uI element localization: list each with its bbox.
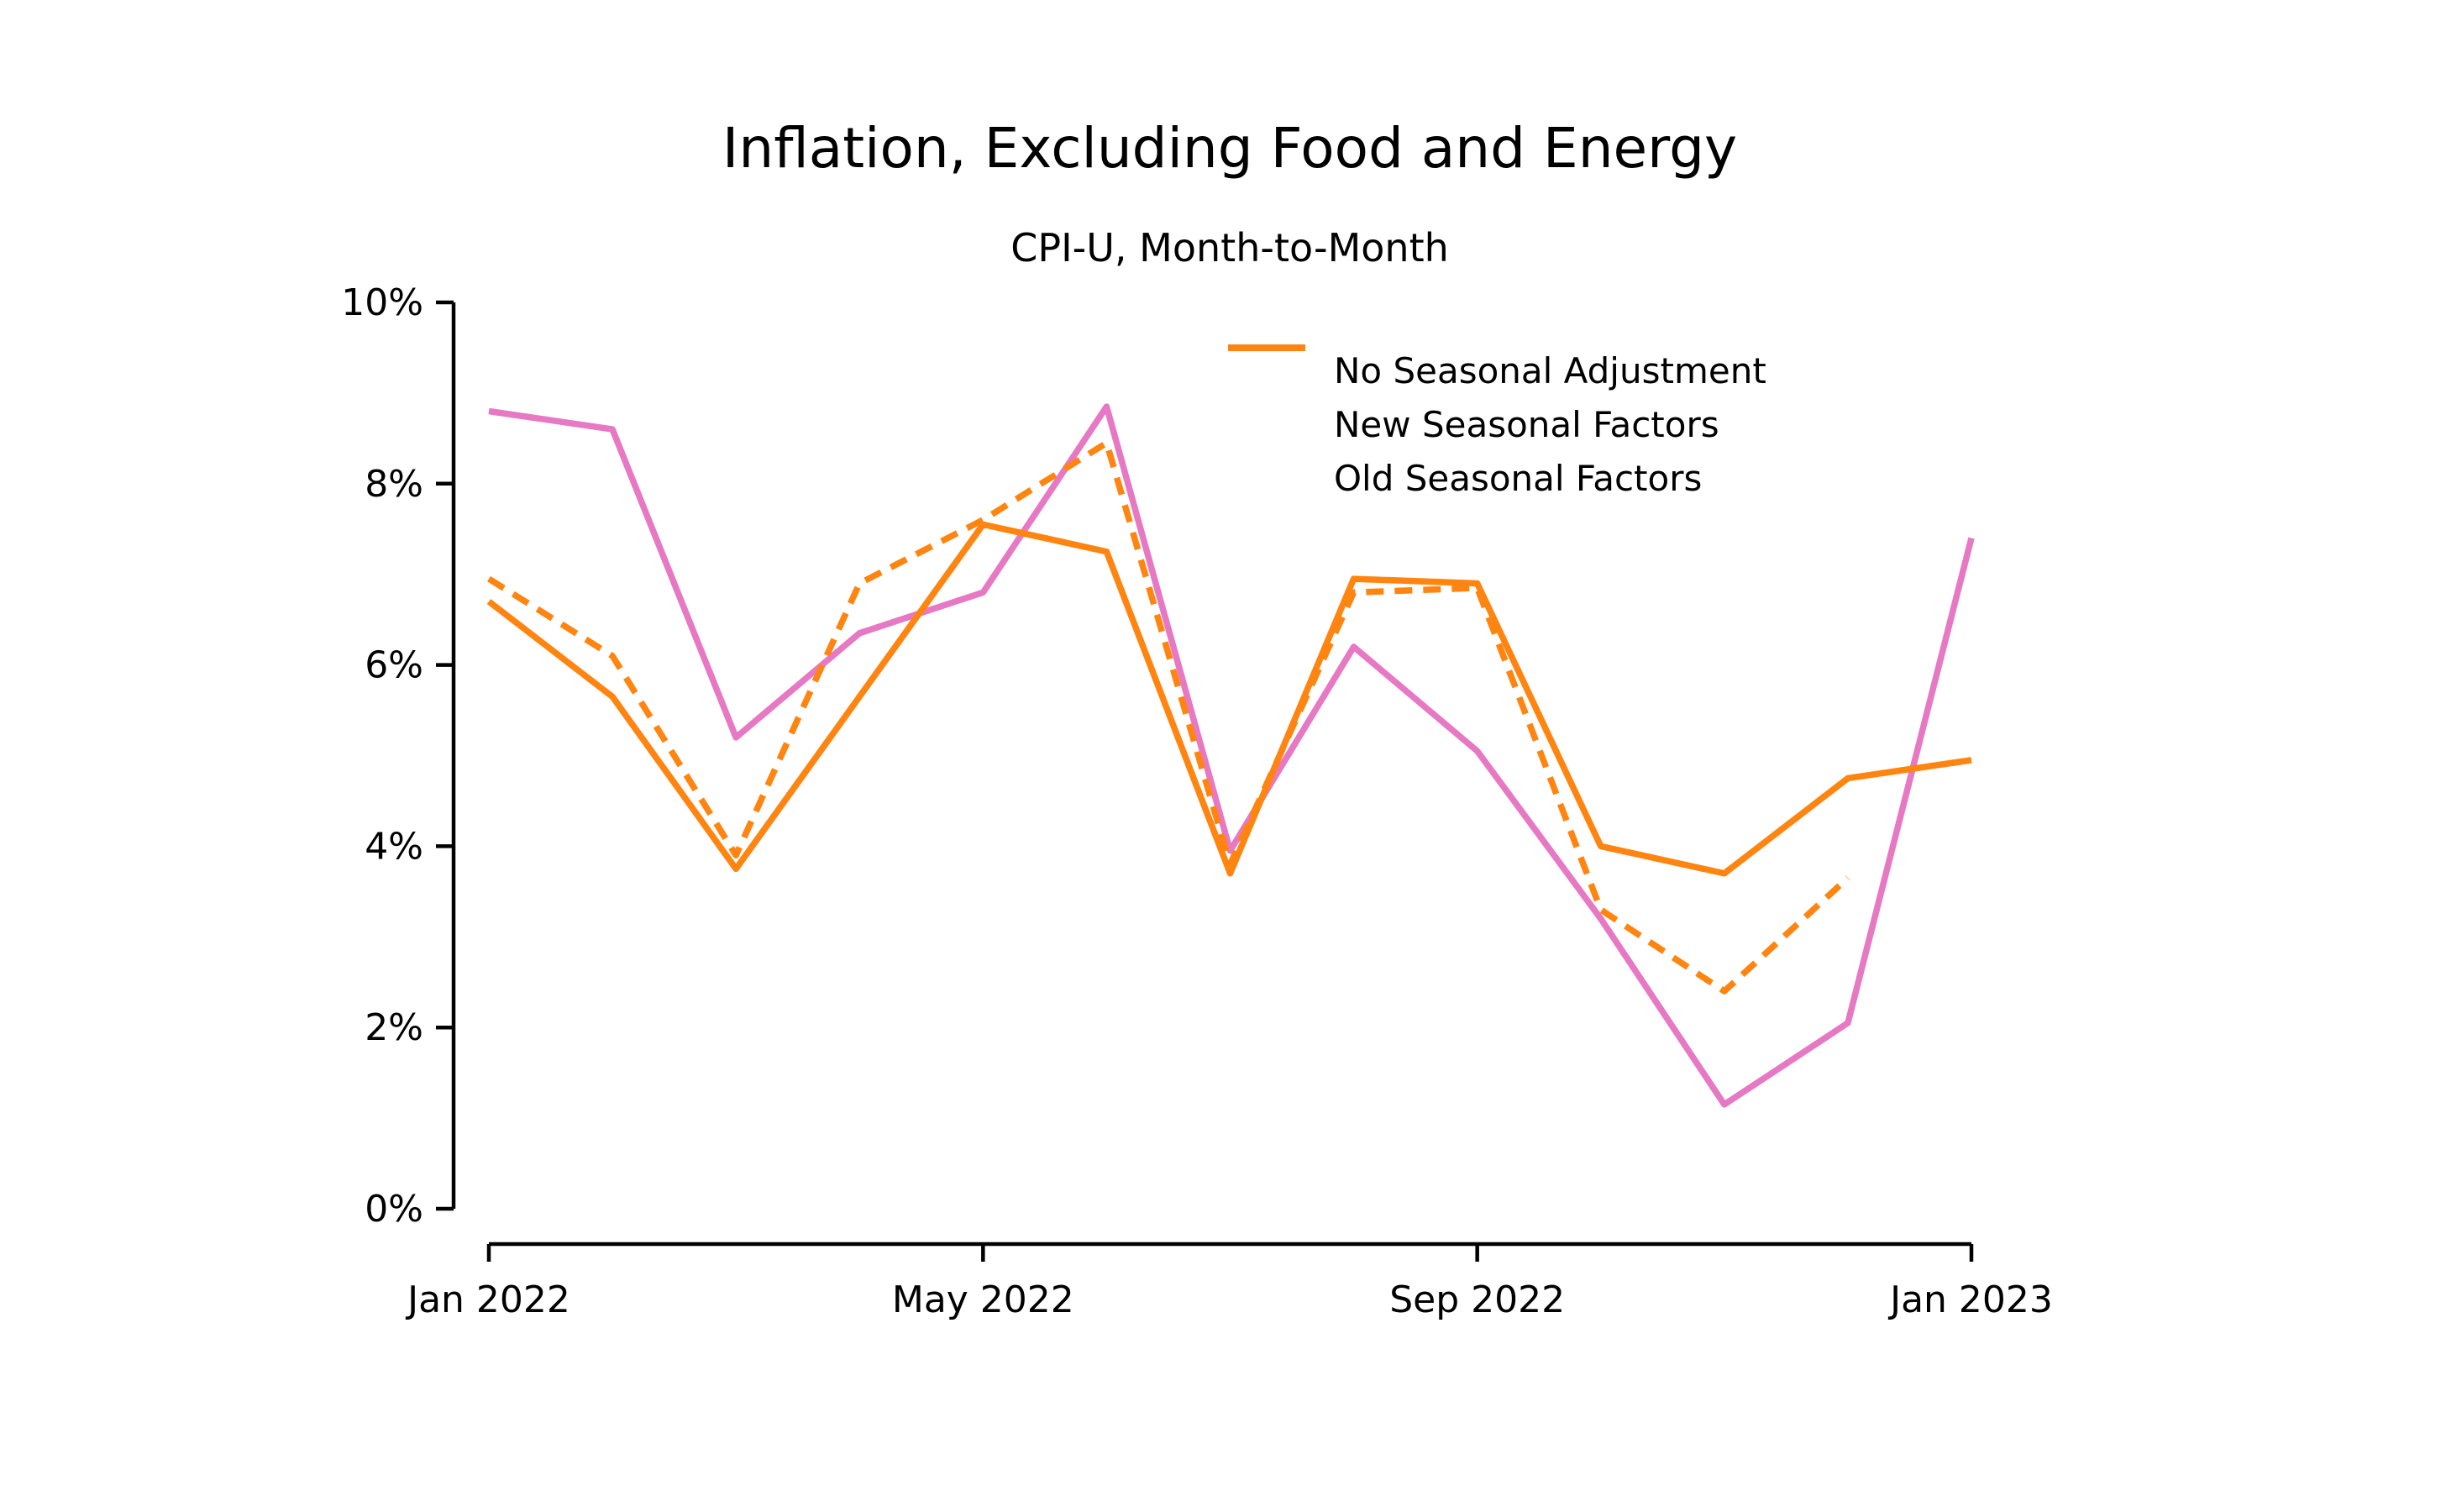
legend-item-no-seasonal-adjustment: No Seasonal Adjustment [1228,344,1766,397]
legend: No Seasonal Adjustment New Seasonal Fact… [1228,344,1766,505]
y-tick-label: 10% [341,281,423,324]
y-tick-label: 0% [365,1188,423,1231]
legend-item-new-seasonal-factors: New Seasonal Factors [1228,344,1766,451]
legend-swatch-line-icon [1228,344,1305,428]
x-tick-label: May 2022 [892,1278,1074,1321]
y-tick-label: 4% [365,825,423,868]
legend-swatch-line-icon [1228,344,1305,375]
y-tick-label: 6% [365,644,423,687]
y-tick-label: 8% [365,463,423,506]
x-tick-label: Jan 2022 [405,1278,570,1321]
series-line-new-seasonal-factors [486,521,1972,877]
legend-label: No Seasonal Adjustment [1334,349,1766,391]
legend-label: New Seasonal Factors [1334,403,1719,445]
series-line-no-seasonal-adjustment [488,403,1975,1108]
legend-label: Old Seasonal Factors [1334,457,1703,499]
series-line-old-seasonal-factors [487,439,1850,995]
chart-title: Inflation, Excluding Food and Energy [722,116,1738,181]
x-tick-label: Jan 2023 [1887,1278,2053,1321]
legend-swatch-line-icon [1228,344,1305,482]
x-tick-label: Sep 2022 [1389,1278,1565,1321]
legend-item-old-seasonal-factors: Old Seasonal Factors [1228,344,1766,505]
chart-subtitle: CPI-U, Month-to-Month [1010,225,1449,270]
dashed-line-icon [1228,344,1305,351]
y-tick-label: 2% [365,1006,423,1049]
